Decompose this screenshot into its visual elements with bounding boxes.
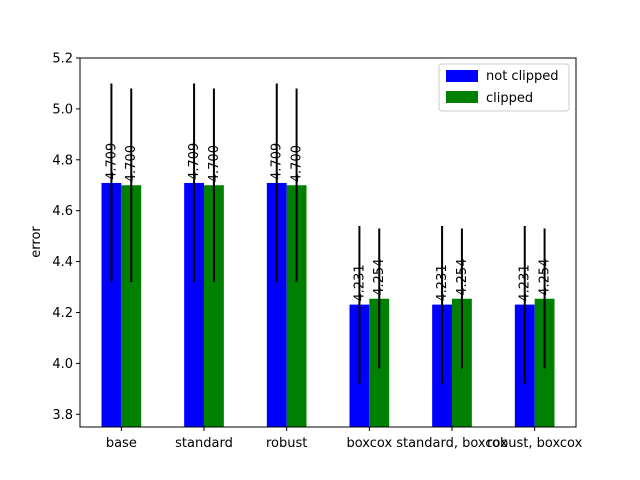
legend-swatch-not-clipped — [446, 70, 478, 82]
data-labels-group: 4.709 4.709 4.709 4.231 4.231 4.231 4.700 4.700… — [104, 143, 552, 302]
bar-not-clipped — [101, 182, 122, 427]
bar-clipped — [286, 185, 307, 427]
legend-label-clipped: clipped — [486, 91, 533, 106]
data-label-clipped: 4.254 — [455, 259, 470, 296]
bar-clipped — [121, 185, 142, 427]
y-tick-label: 4.4 — [52, 255, 73, 270]
bars-group — [101, 182, 555, 427]
data-label-not-clipped: 4.231 — [352, 264, 367, 301]
legend-swatch-clipped — [446, 91, 478, 103]
x-tick-label: robust, boxcox — [487, 436, 583, 451]
y-axis-label: error — [29, 226, 44, 258]
legend: not clipped clipped — [438, 63, 570, 112]
x-tick-label: boxcox — [346, 436, 392, 451]
y-tick-label: 5.2 — [52, 52, 73, 67]
data-label-clipped: 4.700 — [124, 145, 139, 182]
bar-clipped — [204, 185, 224, 427]
data-label-not-clipped: 4.709 — [270, 143, 285, 180]
y-tick-label: 3.8 — [52, 408, 73, 423]
data-label-not-clipped: 4.231 — [518, 264, 533, 301]
data-label-clipped: 4.254 — [538, 259, 553, 296]
data-label-clipped: 4.700 — [207, 145, 222, 182]
data-label-not-clipped: 4.231 — [435, 264, 450, 301]
data-label-clipped: 4.254 — [372, 259, 387, 296]
data-label-not-clipped: 4.709 — [104, 143, 119, 180]
x-tick-label: standard, boxcox — [396, 436, 508, 451]
y-tick-label: 4.8 — [52, 153, 73, 168]
x-axis: base standard robust boxcox standard, boxcox… — [106, 427, 583, 451]
bar-not-clipped — [266, 182, 287, 427]
x-tick-label: robust — [266, 436, 307, 451]
x-tick-label: base — [106, 436, 137, 451]
data-label-clipped: 4.700 — [290, 145, 305, 182]
y-tick-label: 4.0 — [52, 357, 73, 372]
data-label-not-clipped: 4.709 — [187, 143, 202, 180]
bar-not-clipped — [184, 182, 204, 427]
error-bars-group — [110, 83, 546, 384]
y-tick-label: 5.0 — [52, 102, 73, 117]
y-tick-label: 4.6 — [52, 204, 73, 219]
plot-frame — [79, 57, 577, 428]
legend-label-not-clipped: not clipped — [486, 69, 559, 84]
y-axis: 3.8 4.0 4.2 4.4 4.6 4.8 5.0 5.2 — [52, 52, 80, 423]
x-tick-label: standard — [175, 436, 233, 451]
y-tick-label: 4.2 — [52, 306, 73, 321]
